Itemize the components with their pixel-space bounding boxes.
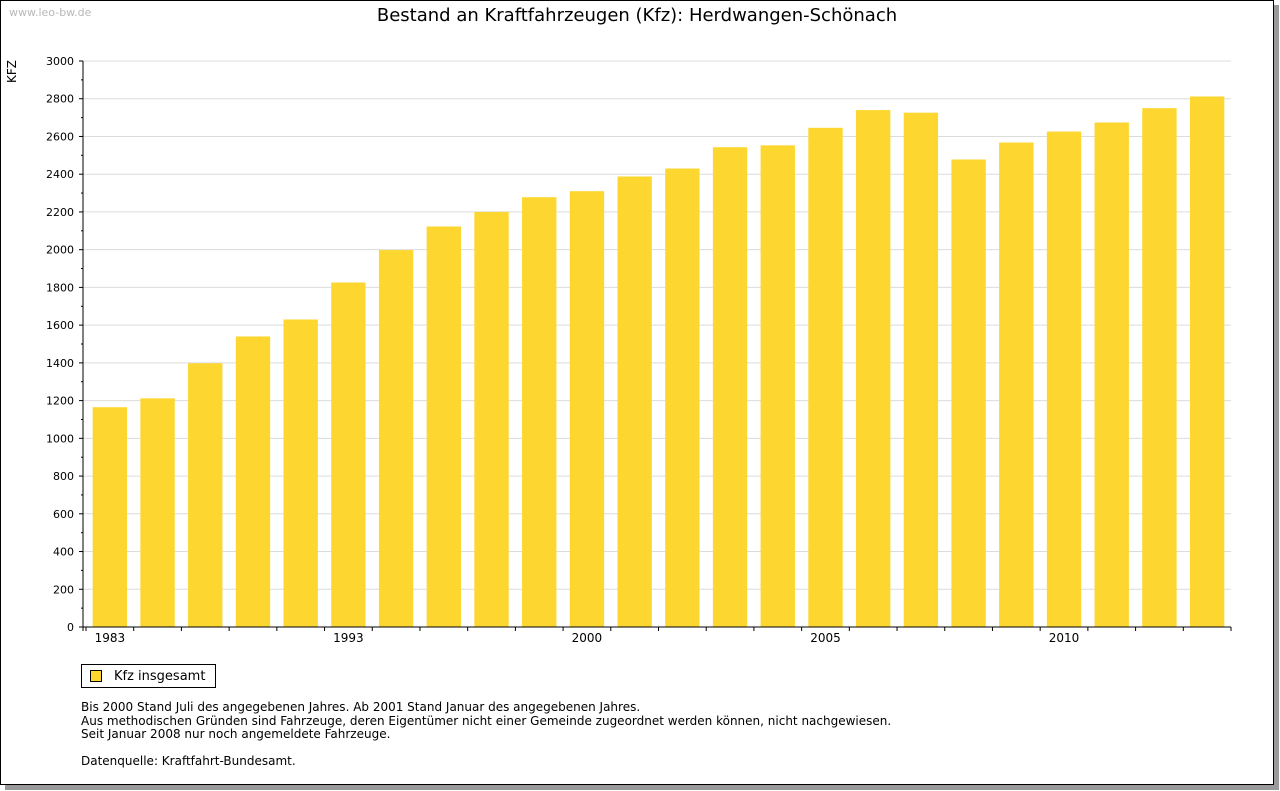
y-tick-label: 1400 [46,357,74,370]
bar [331,282,366,627]
y-tick-label: 200 [53,583,74,596]
bar [999,142,1034,627]
bar [856,110,891,627]
bar [522,197,557,627]
y-tick-label: 600 [53,508,74,521]
bar [474,211,509,627]
bar [1046,131,1082,627]
bar-chart: 0 200 400 600 800 1000 1200 1400 1600 1800 2000 220… [46,55,1232,645]
x-tick-label: 1983 [95,631,126,645]
footnote-1: Bis 2000 Stand Juli des angegebenen Jahr… [81,700,641,714]
y-tick-label: 2800 [46,93,74,106]
y-tick-label: 0 [67,621,74,634]
y-tick-label: 800 [53,470,74,483]
y-tick-label: 1000 [46,432,74,445]
bar [235,336,271,627]
legend-swatch [90,670,102,682]
bar [92,407,128,627]
bar [283,319,318,627]
legend-label: Kfz insgesamt [114,668,206,684]
y-tick-label: 2600 [46,130,74,143]
y-tick-label: 1800 [46,281,74,294]
y-tick-label: 2000 [46,244,74,257]
footnotes: Bis 2000 Stand Juli des angegebenen Jahr… [81,700,892,768]
y-tick-label: 400 [53,546,74,559]
bar [1142,108,1177,627]
y-tick-label: 3000 [46,55,74,68]
bar [903,112,939,628]
y-tick-label: 2200 [46,206,74,219]
bar [665,168,700,628]
watermark: www.leo-bw.de [9,6,92,19]
x-tick-label: 2010 [1049,631,1080,645]
x-tick-label: 1993 [333,631,364,645]
y-tick-label: 1600 [46,319,74,332]
bar [1189,96,1225,627]
bar [808,127,843,628]
y-tick-label: 1200 [46,395,74,408]
bar [140,398,175,627]
x-tick-label: 2000 [572,631,603,645]
chart-title: Bestand an Kraftfahrzeugen (Kfz): Herdwa… [376,5,898,26]
legend: Kfz insgesamt [81,664,217,688]
bar [188,363,223,627]
bar [426,226,461,627]
bar [378,250,414,627]
bar [617,176,652,628]
footnote-2: Aus methodischen Gründen sind Fahrzeuge,… [81,713,892,728]
data-source: Datenquelle: Kraftfahrt-Bundesamt. [81,753,296,768]
bar [760,145,795,628]
x-tick-label: 2005 [810,631,841,645]
bar [712,147,748,627]
bar [951,159,986,627]
footnote-3: Seit Januar 2008 nur noch angemeldete Fa… [81,727,391,741]
bar [569,191,605,627]
bar [1094,122,1129,627]
y-tick-label: 2400 [46,168,74,181]
